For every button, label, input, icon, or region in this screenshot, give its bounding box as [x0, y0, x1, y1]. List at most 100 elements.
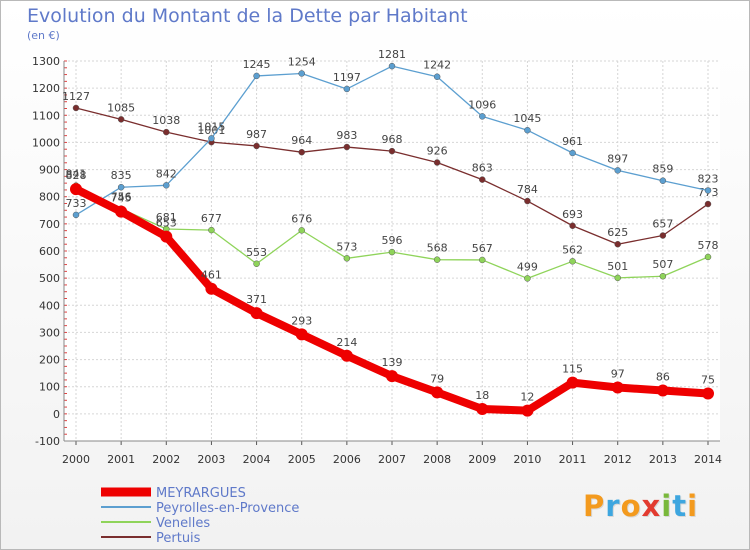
data-label-3: 1127 — [62, 90, 90, 103]
chart-title: Evolution du Montant de la Dette par Hab… — [27, 5, 468, 27]
data-point-2 — [569, 258, 576, 265]
x-tick-label: 2000 — [62, 453, 90, 466]
proxiti-logo: Proxiti — [583, 489, 698, 523]
data-point-0 — [566, 376, 579, 389]
x-tick-label: 2012 — [604, 453, 632, 466]
data-label-2: 562 — [562, 243, 583, 256]
data-point-3 — [704, 200, 712, 208]
data-label-2: 553 — [246, 246, 267, 259]
data-label-3: 1038 — [152, 114, 180, 127]
data-point-3 — [569, 222, 576, 230]
data-point-0 — [70, 183, 82, 196]
y-tick-label: 800 — [39, 191, 60, 204]
data-point-0 — [295, 328, 308, 341]
data-point-1 — [117, 183, 125, 191]
data-point-0 — [386, 370, 398, 383]
y-tick-label: 700 — [39, 218, 60, 231]
data-point-1 — [524, 126, 531, 134]
data-label-1: 1197 — [333, 71, 361, 84]
data-label-1: 1045 — [513, 112, 541, 125]
data-point-2 — [208, 226, 215, 234]
data-label-2: 596 — [382, 234, 403, 247]
data-point-0 — [702, 387, 714, 400]
data-label-1: 842 — [156, 167, 177, 180]
data-point-0 — [205, 282, 218, 295]
data-label-0: 653 — [156, 217, 177, 230]
data-label-3: 657 — [652, 218, 673, 231]
data-point-2 — [524, 275, 531, 282]
data-point-3 — [388, 147, 396, 155]
data-point-1 — [208, 135, 215, 142]
data-point-1 — [163, 182, 170, 189]
data-point-3 — [72, 104, 80, 112]
data-label-3: 784 — [517, 183, 538, 196]
data-label-3: 625 — [607, 226, 628, 239]
data-label-2: 573 — [336, 240, 357, 253]
data-point-0 — [115, 205, 128, 218]
logo-letter: r — [605, 489, 621, 523]
logo-letter: i — [687, 489, 699, 523]
data-point-1 — [704, 187, 712, 194]
data-label-2: 676 — [291, 212, 312, 225]
data-label-0: 115 — [562, 363, 583, 376]
y-tick-label: 200 — [39, 354, 60, 367]
data-label-3: 863 — [472, 162, 493, 175]
logo-letter: i — [661, 489, 673, 523]
data-label-2: 578 — [698, 239, 719, 252]
x-tick-label: 2003 — [197, 453, 225, 466]
y-tick-label: 300 — [39, 326, 60, 339]
data-label-2: 501 — [607, 260, 628, 273]
data-point-2 — [704, 253, 712, 261]
data-point-3 — [298, 148, 305, 156]
data-label-1: 1015 — [197, 120, 225, 133]
data-label-0: 461 — [201, 269, 222, 282]
data-label-3: 693 — [562, 208, 583, 221]
data-point-0 — [476, 402, 489, 415]
data-label-1: 961 — [562, 135, 583, 148]
data-point-1 — [388, 62, 396, 70]
data-point-0 — [160, 230, 173, 243]
y-tick-label: 100 — [39, 381, 60, 394]
data-label-2: 507 — [652, 258, 673, 271]
data-point-2 — [433, 256, 441, 263]
data-point-3 — [117, 116, 125, 123]
data-label-1: 1096 — [468, 98, 496, 111]
data-point-1 — [433, 73, 441, 80]
x-tick-label: 2011 — [559, 453, 587, 466]
x-tick-label: 2006 — [333, 453, 361, 466]
data-label-1: 1254 — [288, 55, 316, 68]
data-point-2 — [388, 248, 396, 256]
data-label-0: 18 — [475, 389, 489, 402]
data-label-1: 823 — [698, 172, 719, 185]
data-point-2 — [614, 274, 621, 282]
data-point-1 — [253, 72, 260, 80]
y-tick-label: -100 — [35, 435, 60, 448]
data-point-1 — [659, 177, 667, 184]
x-tick-label: 2010 — [513, 453, 541, 466]
data-point-3 — [433, 159, 441, 166]
y-tick-label: 400 — [39, 299, 60, 312]
data-label-2: 681 — [156, 211, 177, 224]
data-label-0: 293 — [291, 314, 312, 327]
y-tick-label: 0 — [53, 408, 60, 421]
data-point-1 — [72, 211, 80, 219]
data-point-3 — [343, 143, 351, 151]
legend-label: Peyrolles-en-Provence — [156, 501, 299, 516]
data-point-0 — [431, 386, 444, 399]
data-label-1: 859 — [652, 163, 673, 176]
data-label-3: 987 — [246, 128, 267, 141]
logo-letter: o — [620, 489, 642, 523]
data-point-2 — [298, 227, 305, 234]
data-label-2: 567 — [472, 242, 493, 255]
logo-letter: x — [641, 489, 662, 523]
x-tick-label: 2013 — [649, 453, 677, 466]
data-point-2 — [343, 255, 351, 262]
data-label-3: 1001 — [197, 124, 225, 137]
data-label-1: 1281 — [378, 48, 406, 61]
y-tick-label: 900 — [39, 164, 60, 177]
data-point-3 — [614, 240, 621, 248]
x-tick-label: 2004 — [243, 453, 271, 466]
y-tick-label: 1100 — [32, 109, 60, 122]
data-label-2: 499 — [517, 260, 538, 273]
